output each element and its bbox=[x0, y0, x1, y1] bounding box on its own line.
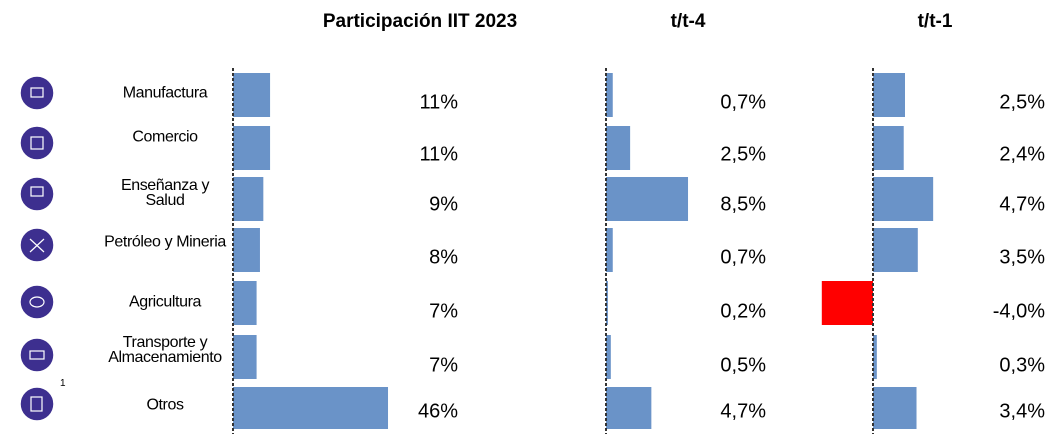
bar bbox=[606, 126, 631, 170]
glyph bbox=[30, 396, 43, 412]
icon bbox=[19, 386, 55, 422]
bar bbox=[233, 281, 257, 325]
value-label: 7% bbox=[429, 354, 458, 377]
value-label: 2,5% bbox=[720, 143, 766, 166]
bar bbox=[873, 387, 917, 429]
value-label: 0,5% bbox=[720, 354, 766, 377]
bar bbox=[606, 73, 613, 117]
value-label: 46% bbox=[417, 400, 458, 423]
footnote-marker: 1 bbox=[60, 378, 66, 389]
bar bbox=[233, 73, 271, 117]
value-label: 4,7% bbox=[999, 193, 1045, 216]
value-label: 9% bbox=[429, 193, 458, 216]
glyph bbox=[30, 136, 44, 150]
bar bbox=[873, 177, 934, 221]
bar bbox=[233, 126, 271, 170]
value-label: 11% bbox=[419, 143, 458, 166]
bar bbox=[606, 335, 611, 379]
category-label: Petróleo y Mineria bbox=[104, 233, 226, 251]
bar bbox=[873, 228, 918, 272]
bar bbox=[233, 177, 264, 221]
value-label: 0,2% bbox=[720, 300, 766, 323]
icon bbox=[19, 75, 55, 111]
icons bbox=[19, 75, 55, 422]
value-label: 8% bbox=[429, 246, 458, 269]
glyph bbox=[30, 186, 44, 197]
value-label: 2,5% bbox=[999, 91, 1045, 114]
glyph bbox=[29, 296, 45, 308]
bar bbox=[233, 228, 260, 272]
bar bbox=[873, 126, 904, 170]
value-label: 7% bbox=[429, 300, 458, 323]
value-label: -4,0% bbox=[992, 300, 1045, 323]
bar bbox=[606, 177, 689, 221]
bar bbox=[873, 73, 905, 117]
value-label: 2,4% bbox=[999, 143, 1045, 166]
icon bbox=[19, 337, 55, 373]
bar bbox=[233, 387, 389, 429]
value-label: 8,5% bbox=[720, 193, 766, 216]
icon bbox=[19, 176, 55, 212]
category-label: Otros bbox=[146, 396, 184, 414]
value-label: 3,4% bbox=[999, 400, 1045, 423]
value-label: 0,7% bbox=[720, 91, 766, 114]
value-label: 11% bbox=[419, 91, 458, 114]
glyph bbox=[29, 350, 45, 360]
category-label: Comercio bbox=[132, 128, 198, 146]
category-label: Agricultura bbox=[128, 293, 202, 311]
icon-glyphs bbox=[29, 87, 45, 412]
bar bbox=[233, 335, 257, 379]
category-label: Manufactura bbox=[122, 84, 208, 102]
category-label: Transporte y Almacenamiento bbox=[108, 334, 222, 366]
bar bbox=[606, 387, 652, 429]
panel-title: Participación IIT 2023 bbox=[322, 11, 518, 32]
value-label: 4,7% bbox=[720, 400, 766, 423]
value-label: 0,3% bbox=[999, 354, 1045, 377]
icon bbox=[19, 284, 55, 320]
value-label: 3,5% bbox=[999, 246, 1045, 269]
glyph bbox=[30, 87, 44, 98]
category-label: Enseñanza y Salud bbox=[120, 177, 210, 209]
bar bbox=[821, 281, 873, 325]
glyph bbox=[29, 238, 45, 253]
bar bbox=[606, 228, 613, 272]
panel-title: t/t-4 bbox=[670, 11, 706, 32]
icon bbox=[19, 125, 55, 161]
panel-title: t/t-1 bbox=[917, 11, 953, 32]
value-label: 0,7% bbox=[720, 246, 766, 269]
bar bbox=[873, 335, 877, 379]
